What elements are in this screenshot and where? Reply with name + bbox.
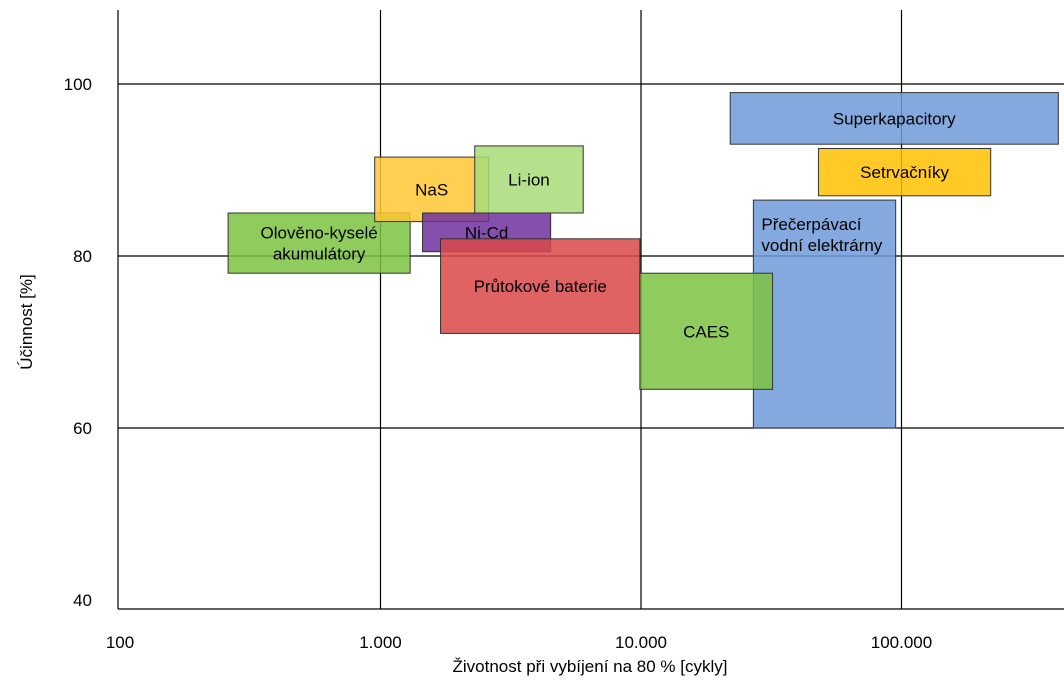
range-box-rect: [227, 212, 411, 274]
range-box-label: Superkapacitory: [833, 109, 956, 128]
range-box-label: akumulátory: [273, 245, 366, 264]
x-tick-label: 100.000: [871, 633, 932, 652]
x-tick-label: 1.000: [359, 633, 402, 652]
range-box-label: CAES: [683, 322, 729, 341]
range-box: Li-ion: [474, 145, 584, 214]
y-axis-title: Účinnost [%]: [17, 274, 36, 369]
x-axis-title: Životnost při vybíjení na 80 % [cykly]: [453, 657, 728, 676]
range-box: CAES: [639, 272, 774, 390]
range-box-label: Li-ion: [508, 170, 550, 189]
range-box: Superkapacitory: [729, 92, 1059, 145]
range-boxes: Superkapacitory Setrvačníky Přečerpávací vo…: [227, 92, 1059, 429]
range-box-rect: [374, 156, 490, 223]
x-tick-label: 100: [106, 633, 134, 652]
range-box: Setrvačníky: [817, 148, 992, 197]
range-box-label: Olověno-kyselé: [261, 224, 378, 243]
y-tick-label: 80: [73, 247, 92, 266]
range-box-rect: [474, 145, 584, 214]
range-box-rect: [729, 92, 1059, 145]
range-box-label: Ni-Cd: [465, 223, 508, 242]
y-tick-label: 60: [73, 419, 92, 438]
range-box: Přečerpávací vodní elektrárny: [752, 199, 897, 429]
range-box-label: vodní elektrárny: [761, 236, 882, 255]
range-box-rect: [639, 272, 774, 390]
x-tick-label: 10.000: [615, 633, 667, 652]
y-tick-label: 40: [73, 591, 92, 610]
range-box-label: Setrvačníky: [860, 163, 949, 182]
range-box-label: Přečerpávací: [761, 215, 861, 234]
range-box-label: NaS: [415, 180, 448, 199]
range-box-rect: [752, 199, 897, 429]
x-tick-labels: 100 1.000 10.000 100.000: [106, 633, 932, 652]
range-box: Olověno-kyselé akumulátory: [227, 212, 411, 274]
range-box-rect: [817, 148, 992, 197]
range-box-rect: [440, 238, 641, 334]
range-box: Průtokové baterie: [440, 238, 641, 334]
axes: [117, 10, 1064, 610]
y-tick-labels: 40 60 80 100: [64, 75, 92, 610]
range-box-label: Průtokové baterie: [474, 277, 607, 296]
range-box: NaS: [374, 156, 490, 223]
y-tick-label: 100: [64, 75, 92, 94]
